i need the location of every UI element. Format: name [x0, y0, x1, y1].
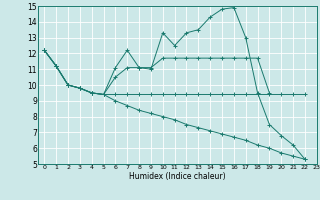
X-axis label: Humidex (Indice chaleur): Humidex (Indice chaleur)	[129, 172, 226, 181]
